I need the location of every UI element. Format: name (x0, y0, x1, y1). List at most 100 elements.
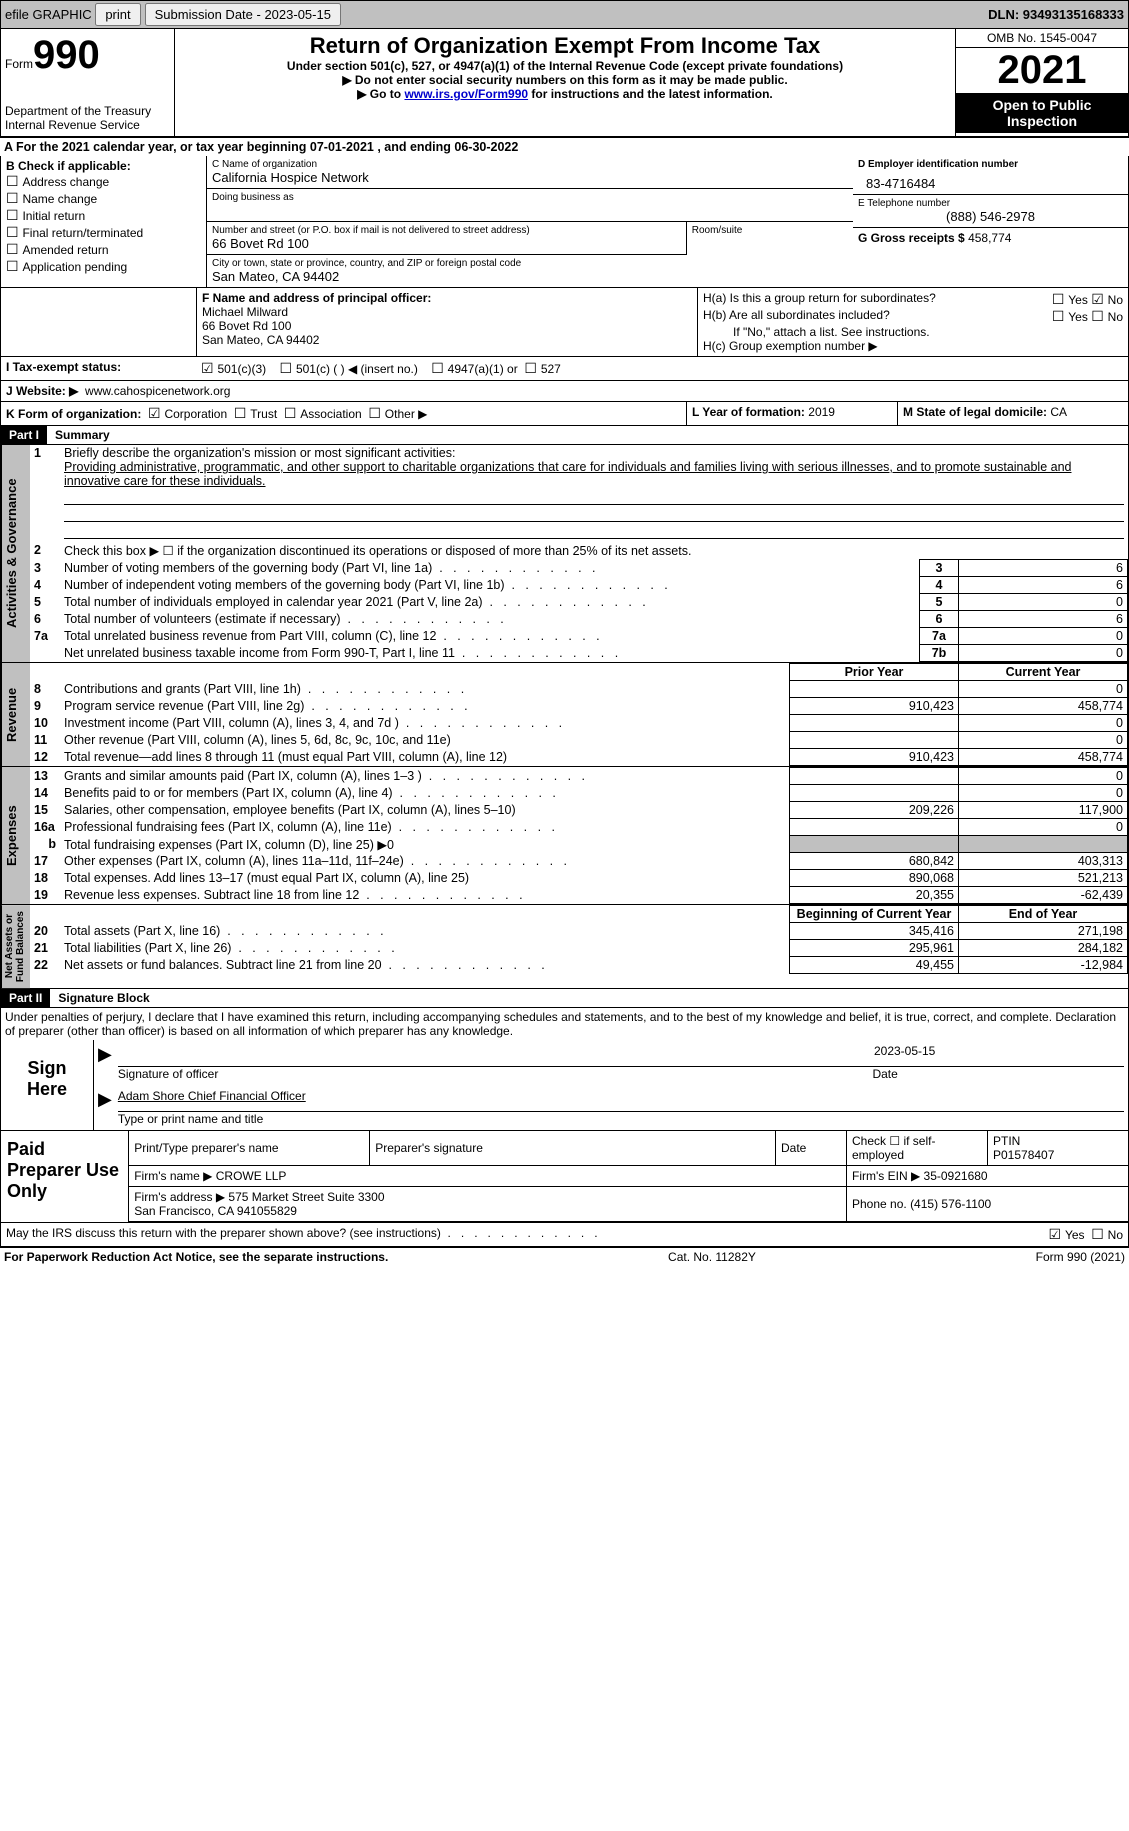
chk-assoc[interactable]: Association (284, 407, 362, 421)
col-end: End of Year (959, 906, 1128, 923)
form-header: Form990 Department of the Treasury Inter… (0, 29, 1129, 137)
vtab-revenue: Revenue (1, 663, 30, 766)
vtab-governance: Activities & Governance (1, 445, 30, 662)
discuss-yes[interactable]: Yes (1049, 1226, 1085, 1243)
chk-final-return[interactable]: Final return/terminated (6, 224, 201, 241)
col-current: Current Year (959, 664, 1128, 681)
form-subtitle-1: Under section 501(c), 527, or 4947(a)(1)… (179, 59, 951, 73)
chk-corp[interactable]: Corporation (148, 407, 227, 421)
discuss-no[interactable]: No (1091, 1226, 1123, 1243)
row-10: 10Investment income (Part VIII, column (… (30, 715, 1128, 732)
prep-sig-label: Preparer's signature (370, 1131, 776, 1166)
box-b-label: B Check if applicable: (6, 159, 201, 173)
sign-here-block: Sign Here ▶ 2023-05-15 Signature of offi… (0, 1040, 1129, 1131)
firm-ein: 35-0921680 (924, 1169, 988, 1183)
row-5: 5Total number of individuals employed in… (30, 594, 1128, 611)
row-16b: bTotal fundraising expenses (Part IX, co… (30, 836, 1128, 853)
i-label: I Tax-exempt status: (6, 360, 121, 374)
officer-addr1: 66 Bovet Rd 100 (202, 319, 692, 333)
governance-section: Activities & Governance 1 Briefly descri… (0, 445, 1129, 663)
col-prior: Prior Year (790, 664, 959, 681)
dln: DLN: 93493135168333 (988, 7, 1124, 22)
discuss-question: May the IRS discuss this return with the… (6, 1226, 1049, 1243)
row-9: 9Program service revenue (Part VIII, lin… (30, 698, 1128, 715)
phone: (888) 546-2978 (858, 209, 1123, 224)
h-c: H(c) Group exemption number ▶ (703, 339, 1123, 353)
chk-name-change[interactable]: Name change (6, 190, 201, 207)
row-13: 13Grants and similar amounts paid (Part … (30, 768, 1128, 785)
chk-application-pending[interactable]: Application pending (6, 258, 201, 275)
arrow-icon: ▶ (98, 1089, 118, 1126)
dba-label: Doing business as (212, 192, 848, 203)
print-button[interactable]: print (95, 3, 140, 26)
firm-addr-label: Firm's address ▶ (134, 1190, 225, 1204)
chk-other[interactable]: Other ▶ (368, 407, 427, 421)
website-row: J Website: ▶ www.cahospicenetwork.org (0, 381, 1129, 402)
part1-title: Summary (47, 428, 110, 442)
chk-address-change[interactable]: Address change (6, 173, 201, 190)
firm-name: CROWE LLP (216, 1169, 287, 1183)
form-subtitle-2: ▶ Do not enter social security numbers o… (179, 73, 951, 87)
chk-501c3[interactable]: 501(c)(3) (201, 362, 266, 376)
ha-no[interactable]: No (1091, 291, 1123, 308)
officer-name: Michael Milward (202, 305, 692, 319)
efile-label: efile GRAPHIC (5, 7, 92, 22)
h-b: H(b) Are all subordinates included? (703, 308, 1052, 325)
form-version: Form 990 (2021) (1036, 1250, 1125, 1264)
self-employed-check[interactable]: Check ☐ if self-employed (847, 1131, 988, 1166)
date-label: Date (872, 1067, 1124, 1081)
row-4: 4Number of independent voting members of… (30, 577, 1128, 594)
year-formation: 2019 (808, 405, 835, 419)
gross-receipts: 458,774 (968, 231, 1011, 245)
part2-header: Part II Signature Block (0, 989, 1129, 1008)
expenses-section: Expenses 13Grants and similar amounts pa… (0, 767, 1129, 905)
goto-post: for instructions and the latest informat… (528, 87, 773, 101)
paid-preparer-label: Paid Preparer Use Only (1, 1131, 129, 1222)
phone-no-label: Phone no. (852, 1197, 907, 1211)
row-14: 14Benefits paid to or for members (Part … (30, 785, 1128, 802)
catalog-number: Cat. No. 11282Y (668, 1250, 756, 1264)
chk-4947[interactable]: 4947(a)(1) or (431, 362, 517, 376)
name-title-label: Type or print name and title (118, 1112, 1124, 1126)
org-name: California Hospice Network (212, 170, 848, 185)
firm-phone: (415) 576-1100 (910, 1197, 991, 1211)
row-17: 17Other expenses (Part IX, column (A), l… (30, 853, 1128, 870)
row-11: 11Other revenue (Part VIII, column (A), … (30, 732, 1128, 749)
row-8: 8Contributions and grants (Part VIII, li… (30, 681, 1128, 698)
hb-yes[interactable]: Yes (1052, 308, 1088, 325)
org-name-label: C Name of organization (212, 159, 848, 170)
ha-yes[interactable]: Yes (1052, 291, 1088, 308)
form-number: 990 (33, 33, 100, 77)
paid-preparer-block: Paid Preparer Use Only Print/Type prepar… (0, 1131, 1129, 1223)
part1-header: Part I Summary (0, 426, 1129, 445)
row-12: 12Total revenue—add lines 8 through 11 (… (30, 749, 1128, 766)
firm-name-label: Firm's name ▶ (134, 1169, 212, 1183)
ein-label: D Employer identification number (858, 159, 1123, 170)
phone-label: E Telephone number (858, 198, 1123, 209)
part1-badge: Part I (1, 426, 47, 444)
arrow-icon: ▶ (98, 1044, 118, 1081)
chk-initial-return[interactable]: Initial return (6, 207, 201, 224)
mission: Providing administrative, programmatic, … (64, 460, 1071, 488)
submission-date-button[interactable]: Submission Date - 2023-05-15 (145, 3, 341, 26)
top-bar: efile GRAPHIC print Submission Date - 20… (0, 0, 1129, 29)
officer-group-row: F Name and address of principal officer:… (0, 288, 1129, 357)
hb-no[interactable]: No (1091, 308, 1123, 325)
entity-grid: B Check if applicable: Address change Na… (0, 156, 1129, 288)
omb-number: OMB No. 1545-0047 (956, 29, 1128, 48)
prep-date-label: Date (776, 1131, 847, 1166)
row-7b: Net unrelated business taxable income fr… (30, 645, 1128, 662)
chk-trust[interactable]: Trust (234, 407, 277, 421)
part2-title: Signature Block (50, 991, 149, 1005)
h-a: H(a) Is this a group return for subordin… (703, 291, 1052, 308)
ein: 83-4716484 (858, 170, 1123, 191)
net-assets-section: Net Assets or Fund Balances Beginning of… (0, 905, 1129, 989)
officer-printed-name: Adam Shore Chief Financial Officer (118, 1089, 1124, 1112)
col-beginning: Beginning of Current Year (790, 906, 959, 923)
website: www.cahospicenetwork.org (85, 384, 230, 398)
irs-link[interactable]: www.irs.gov/Form990 (404, 87, 528, 101)
chk-501c[interactable]: 501(c) ( ) ◀ (insert no.) (279, 362, 417, 376)
chk-527[interactable]: 527 (524, 362, 560, 376)
row-21: 21Total liabilities (Part X, line 26)295… (30, 940, 1128, 957)
chk-amended-return[interactable]: Amended return (6, 241, 201, 258)
